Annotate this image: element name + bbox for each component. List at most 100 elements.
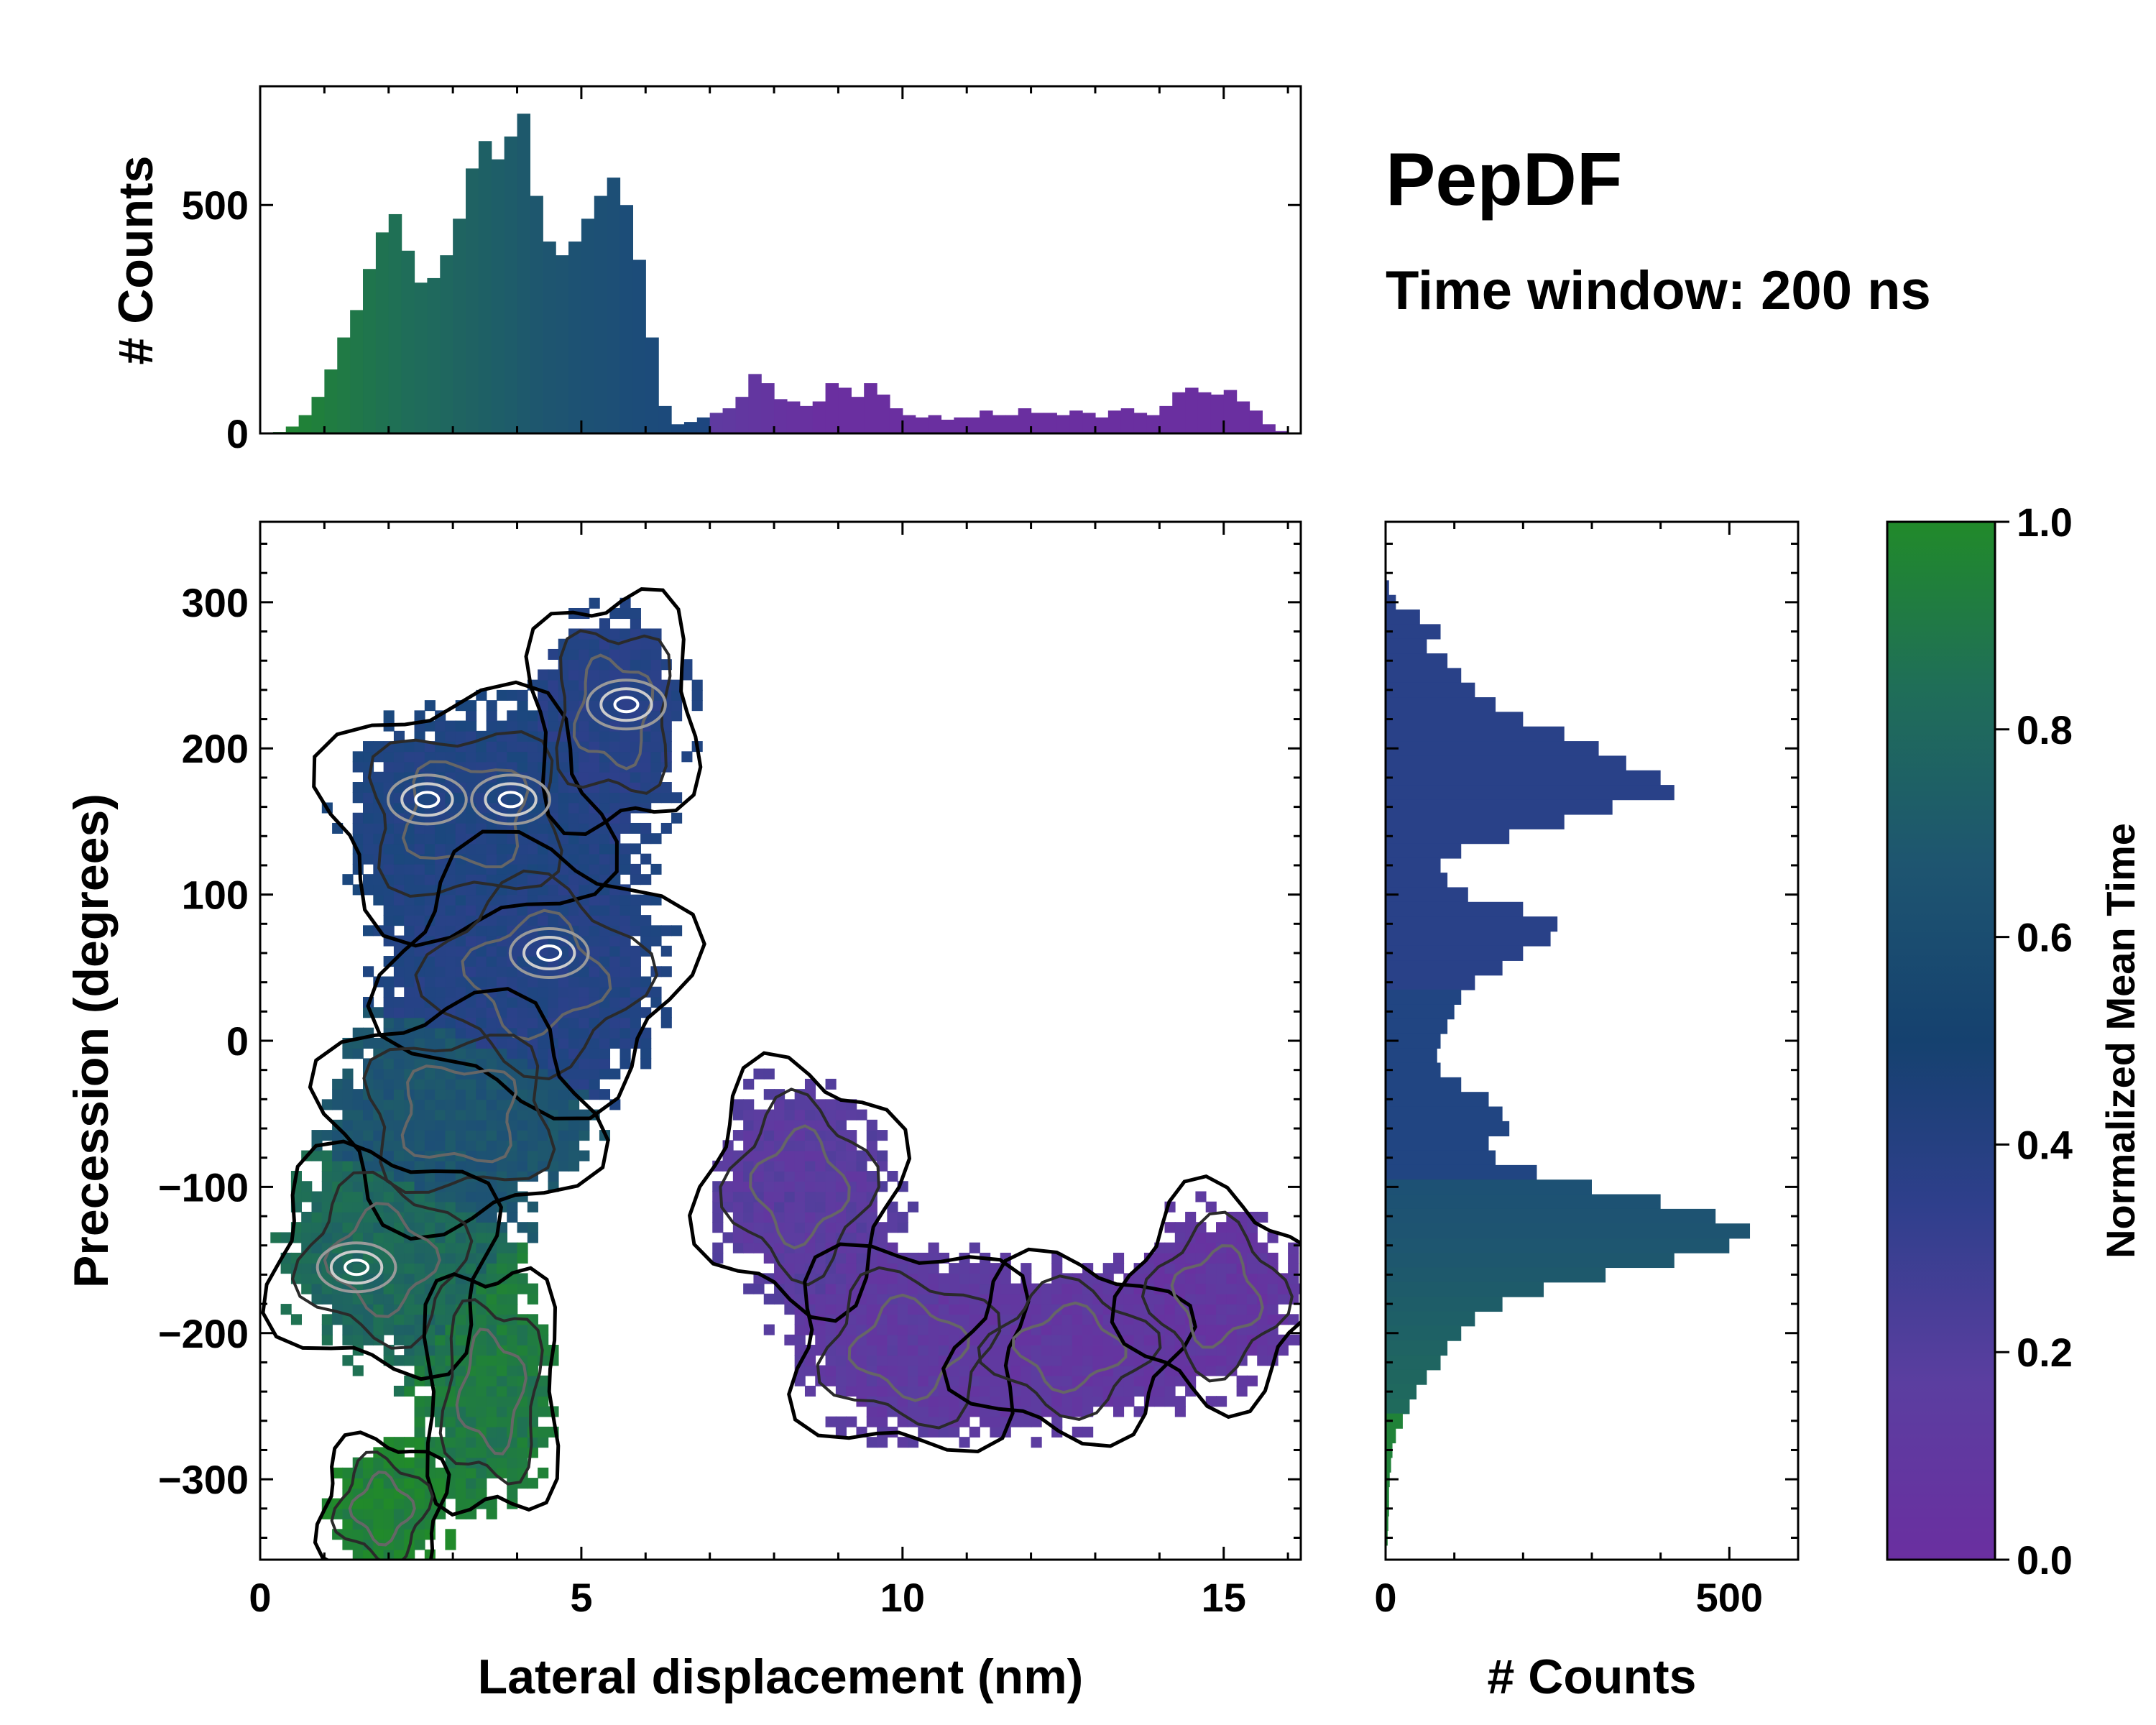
map-cell (373, 1078, 384, 1090)
map-cell (363, 966, 374, 978)
map-cell (486, 1426, 497, 1438)
map-cell (476, 1447, 487, 1458)
map-cell (466, 1416, 477, 1427)
map-cell (435, 720, 446, 732)
map-cell (445, 1130, 456, 1141)
map-cell (794, 1334, 806, 1346)
map-cell (938, 1334, 949, 1346)
map-cell (466, 822, 477, 834)
map-cell (486, 1048, 497, 1059)
map-cell (1267, 1304, 1279, 1315)
map-cell (404, 1058, 415, 1070)
map-cell (538, 1140, 549, 1151)
density-peak-contour (586, 678, 667, 731)
map-cell (763, 1191, 775, 1202)
map-cell (455, 1027, 466, 1039)
map-cell (825, 1109, 837, 1121)
map-cell (373, 1068, 384, 1080)
map-cell (650, 935, 662, 947)
map-cell (630, 1017, 641, 1029)
map-cell (496, 1334, 508, 1346)
map-cell (660, 966, 672, 978)
map-cell (609, 853, 621, 865)
density-contour (847, 1293, 970, 1402)
map-cell (373, 1324, 384, 1335)
map-cell (393, 1385, 405, 1397)
map-cell (486, 1498, 497, 1509)
map-cell (630, 730, 641, 742)
map-cell (1246, 1273, 1258, 1284)
map-cell (466, 812, 477, 824)
map-cell (342, 1048, 354, 1059)
map-cell (404, 976, 415, 988)
map-cell (527, 761, 538, 773)
map-cell (1257, 1242, 1268, 1254)
map-cell (414, 833, 425, 845)
map-cell (877, 1355, 888, 1366)
map-cell (445, 1191, 456, 1202)
map-cell (568, 689, 580, 701)
map-cell (753, 1109, 765, 1121)
map-cell (918, 1263, 929, 1274)
map-cell (835, 1426, 847, 1438)
map-cell (1072, 1304, 1083, 1315)
map-cell (619, 966, 631, 978)
map-cell (691, 700, 703, 712)
map-cell (383, 761, 395, 773)
density-contour (438, 1298, 544, 1486)
map-cell (383, 1017, 395, 1029)
map-cell (1010, 1385, 1022, 1397)
map-cell (414, 1416, 425, 1427)
map-cell (1216, 1304, 1227, 1315)
map-cell (784, 1263, 796, 1274)
map-cell (424, 1109, 436, 1121)
map-cell (393, 843, 405, 855)
map-cell (599, 730, 611, 742)
map-cell (949, 1304, 960, 1315)
map-cell (1174, 1324, 1186, 1335)
map-cell (619, 659, 631, 671)
right-histogram-bar (1386, 1340, 1448, 1356)
map-cell (558, 996, 569, 1008)
map-cell (527, 822, 538, 834)
map-cell (527, 1007, 538, 1018)
map-cell (1113, 1345, 1125, 1356)
map-cell (455, 904, 466, 916)
map-cell (1051, 1345, 1063, 1356)
map-cell (342, 1078, 354, 1090)
map-cell (507, 1037, 518, 1049)
map-cell (414, 1365, 425, 1376)
map-cell (887, 1345, 898, 1356)
map-cell (1072, 1396, 1083, 1407)
right-x-tick-label: 0 (1374, 1575, 1396, 1620)
map-cell (404, 874, 415, 886)
map-cell (949, 1283, 960, 1294)
map-cell (949, 1396, 960, 1407)
map-cell (466, 1109, 477, 1121)
map-cell (877, 1293, 888, 1305)
map-cell (1123, 1334, 1135, 1346)
map-cell (1031, 1334, 1042, 1346)
map-cell (640, 874, 652, 886)
map-cell (1041, 1334, 1052, 1346)
top-histogram-bar (980, 410, 993, 433)
map-cell (352, 1191, 364, 1202)
top-histogram-bar (504, 136, 518, 433)
map-cell (794, 1293, 806, 1305)
map-cell (373, 1232, 384, 1243)
map-cell (835, 1119, 847, 1131)
right-histogram-bar (1386, 668, 1462, 684)
map-cell (383, 894, 395, 906)
map-cell (928, 1334, 939, 1346)
map-cell (794, 1201, 806, 1213)
map-cell (1041, 1355, 1052, 1366)
map-cell (393, 1314, 405, 1325)
map-cell (466, 1160, 477, 1172)
map-cell (589, 1058, 600, 1070)
map-cell (466, 1099, 477, 1110)
map-cell (435, 843, 446, 855)
map-cell (640, 833, 652, 845)
map-cell (1041, 1304, 1052, 1315)
map-cell (363, 833, 374, 845)
map-cell (825, 1078, 837, 1090)
